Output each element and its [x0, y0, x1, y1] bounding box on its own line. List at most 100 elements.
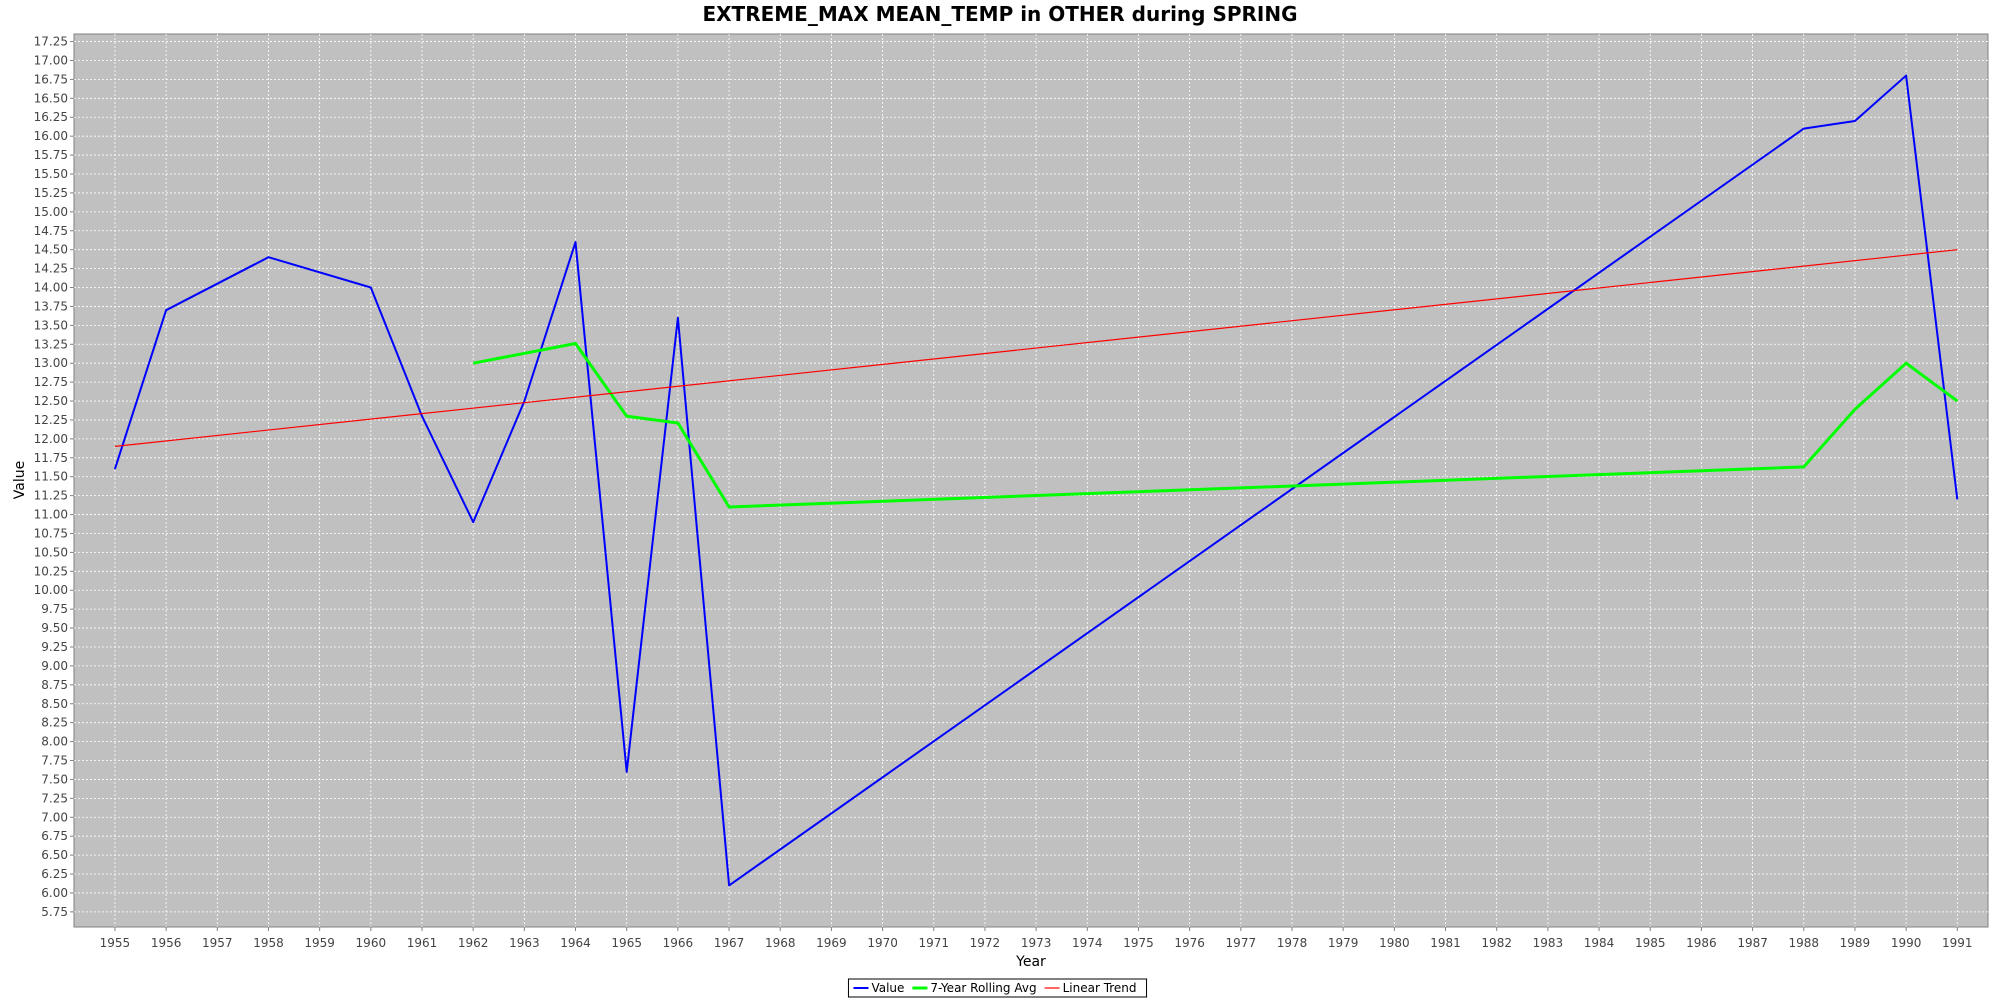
y-tick-label: 6.50	[41, 848, 68, 862]
legend-entry: Linear Trend	[1063, 981, 1137, 995]
x-tick-label: 1977	[1226, 936, 1257, 950]
y-tick-label: 8.75	[41, 678, 68, 692]
x-tick-label: 1972	[970, 936, 1001, 950]
x-tick-label: 1966	[663, 936, 694, 950]
y-tick-label: 11.25	[34, 489, 68, 503]
y-tick-label: 8.25	[41, 716, 68, 730]
y-tick-label: 7.75	[41, 754, 68, 768]
x-tick-label: 1989	[1840, 936, 1871, 950]
y-tick-label: 10.25	[34, 564, 68, 578]
series-line-7-year-rolling-avg	[472, 342, 1959, 509]
y-tick-label: 5.75	[41, 905, 68, 919]
y-tick-label: 9.00	[41, 659, 68, 673]
x-tick-label: 1973	[1021, 936, 1052, 950]
y-tick-label: 14.00	[34, 281, 68, 295]
x-tick-label: 1964	[560, 936, 591, 950]
x-tick-label: 1971	[918, 936, 949, 950]
x-tick-label: 1968	[765, 936, 796, 950]
x-tick-label: 1967	[714, 936, 745, 950]
y-tick-label: 13.50	[34, 318, 68, 332]
y-tick-label: 9.50	[41, 621, 68, 635]
legend: Value 7-Year Rolling Avg Linear Trend	[847, 978, 1148, 998]
x-tick-label: 1969	[816, 936, 847, 950]
y-tick-label: 11.50	[34, 470, 68, 484]
x-tick-label: 1958	[253, 936, 284, 950]
y-tick-label: 6.75	[41, 829, 68, 843]
y-tick-label: 12.50	[34, 394, 68, 408]
y-tick-label: 13.75	[34, 299, 68, 313]
legend-entry: 7-Year Rolling Avg	[930, 981, 1036, 995]
y-tick-label: 15.25	[34, 186, 68, 200]
y-tick-label: 11.00	[34, 508, 68, 522]
x-tick-label: 1980	[1379, 936, 1410, 950]
x-tick-label: 1990	[1891, 936, 1922, 950]
y-tick-label: 12.75	[34, 375, 68, 389]
y-tick-label: 11.75	[34, 451, 68, 465]
y-tick-label: 15.50	[34, 167, 68, 181]
x-tick-label: 1962	[458, 936, 489, 950]
y-tick-label: 13.25	[34, 337, 68, 351]
x-tick-label: 1959	[304, 936, 335, 950]
x-tick-label: 1956	[151, 936, 182, 950]
x-tick-label: 1981	[1430, 936, 1461, 950]
x-tick-label: 1974	[1072, 936, 1103, 950]
x-axis: 1955 1956 1957 1958 1959 1960 1961 1962 1963 1964…	[100, 927, 1973, 950]
y-tick-label: 16.00	[34, 129, 68, 143]
y-tick-label: 6.00	[41, 886, 68, 900]
x-tick-label: 1965	[611, 936, 642, 950]
legend-box	[847, 978, 1148, 998]
y-tick-label: 17.00	[34, 53, 68, 67]
y-tick-label: 16.75	[34, 72, 68, 86]
y-tick-label: 9.75	[41, 602, 68, 616]
y-tick-label: 15.00	[34, 205, 68, 219]
series-layer	[113, 74, 1959, 887]
y-axis-label: Value	[12, 461, 28, 499]
series-line-value	[113, 74, 1959, 887]
y-tick-label: 8.00	[41, 735, 68, 749]
y-tick-label: 12.25	[34, 413, 68, 427]
x-tick-label: 1970	[867, 936, 898, 950]
y-tick-label: 6.25	[41, 867, 68, 881]
y-tick-label: 15.75	[34, 148, 68, 162]
x-tick-label: 1957	[202, 936, 233, 950]
y-tick-label: 16.50	[34, 91, 68, 105]
x-tick-label: 1960	[356, 936, 387, 950]
y-tick-label: 14.75	[34, 224, 68, 238]
y-axis: 5.75 6.00 6.25 6.50 6.75 7.00 7.25 7.50 7.75 8.00…	[34, 35, 74, 919]
y-tick-label: 7.25	[41, 791, 68, 805]
x-tick-label: 1984	[1584, 936, 1615, 950]
y-tick-label: 16.25	[34, 110, 68, 124]
y-tick-label: 17.25	[34, 35, 68, 49]
grid-lines	[74, 34, 1988, 927]
y-tick-label: 10.50	[34, 545, 68, 559]
x-tick-label: 1991	[1942, 936, 1973, 950]
x-tick-label: 1987	[1737, 936, 1768, 950]
y-tick-label: 14.25	[34, 262, 68, 276]
plot-area	[73, 33, 1989, 928]
y-tick-label: 10.75	[34, 526, 68, 540]
x-tick-label: 1988	[1788, 936, 1819, 950]
x-tick-label: 1982	[1481, 936, 1512, 950]
y-tick-label: 8.50	[41, 697, 68, 711]
y-tick-label: 13.00	[34, 356, 68, 370]
x-tick-label: 1979	[1328, 936, 1359, 950]
y-tick-label: 7.00	[41, 810, 68, 824]
series-line-linear-trend	[114, 249, 1958, 447]
legend-entry: Value	[871, 981, 904, 995]
x-axis-label: Year	[1015, 954, 1046, 970]
x-tick-label: 1976	[1174, 936, 1205, 950]
y-tick-label: 9.25	[41, 640, 68, 654]
x-tick-label: 1955	[100, 936, 131, 950]
x-tick-label: 1961	[407, 936, 438, 950]
y-tick-label: 10.00	[34, 583, 68, 597]
x-tick-label: 1986	[1686, 936, 1717, 950]
x-tick-label: 1975	[1123, 936, 1154, 950]
chart-title: EXTREME_MAX MEAN_TEMP in OTHER during SP…	[702, 2, 1297, 26]
y-tick-label: 12.00	[34, 432, 68, 446]
y-tick-label: 14.50	[34, 243, 68, 257]
x-tick-label: 1978	[1277, 936, 1308, 950]
y-tick-label: 7.50	[41, 772, 68, 786]
x-tick-label: 1983	[1533, 936, 1564, 950]
x-tick-label: 1963	[509, 936, 540, 950]
